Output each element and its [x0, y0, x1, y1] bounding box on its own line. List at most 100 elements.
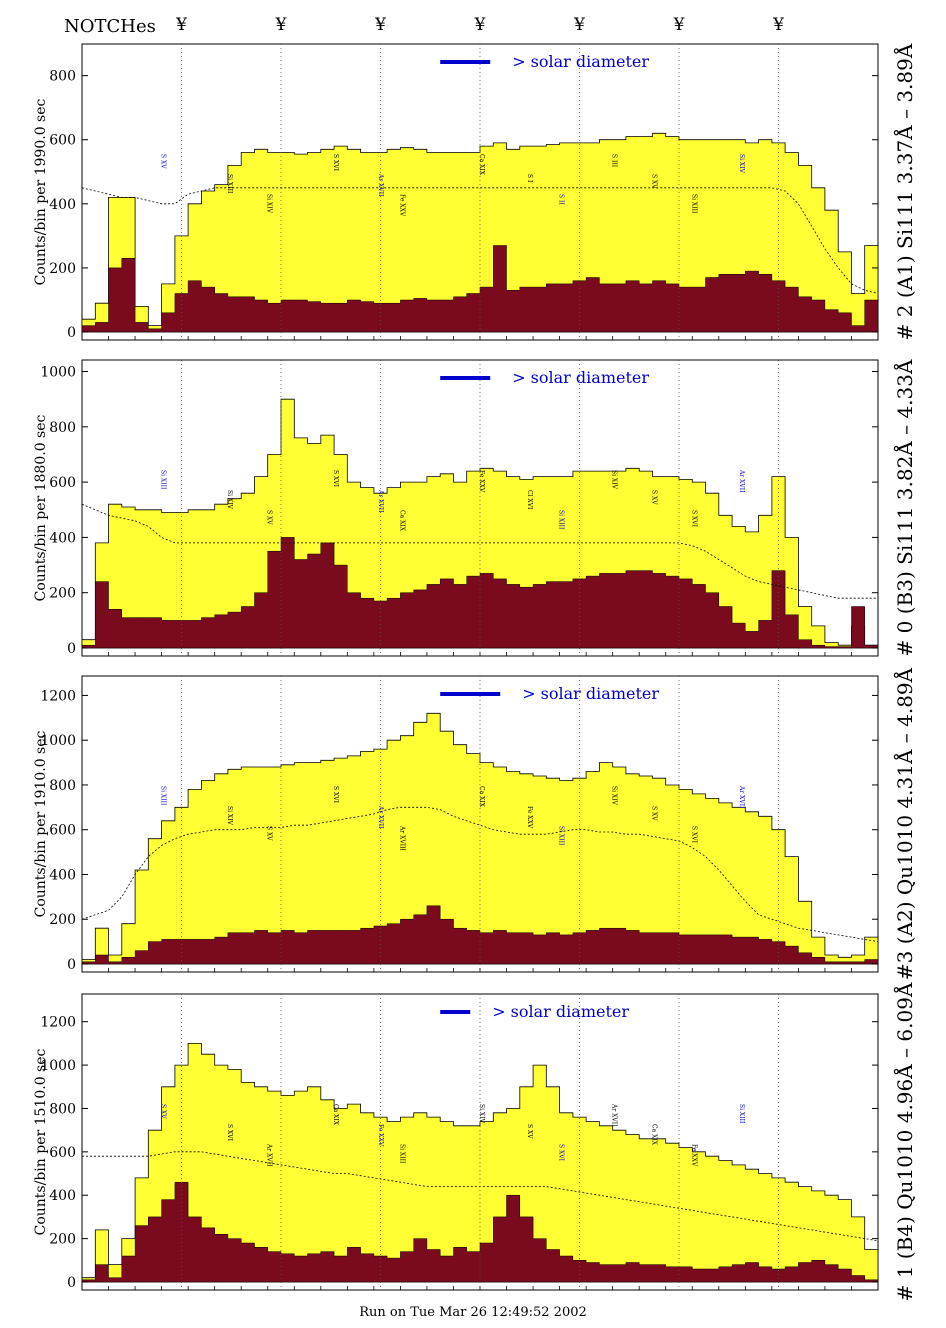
line-label: S XV — [266, 826, 273, 841]
line-label: S XVI — [558, 1144, 565, 1162]
notch-marker-3: ¥ — [474, 15, 486, 35]
line-label: S XV — [650, 806, 657, 821]
line-label: Si XIII — [558, 510, 565, 530]
line-label: S XVI — [332, 786, 339, 804]
line-label: Si XIII — [558, 826, 565, 846]
y-tick-label: 800 — [49, 69, 76, 85]
line-label: Ca XIX — [650, 1124, 657, 1146]
line-label: S XVI — [226, 1124, 233, 1142]
line-label: S I — [526, 174, 533, 183]
solar-diameter-label: > solar diameter — [492, 1002, 629, 1021]
y-tick-label: 1000 — [40, 1058, 76, 1074]
line-label: Si XIII — [160, 470, 167, 490]
panel-title: # 2 (A1) Si111 3.37Å – 3.89Å — [892, 43, 917, 340]
line-label: Si XIV — [266, 194, 273, 214]
line-label: S XV — [266, 510, 273, 525]
solar-diameter-label: > solar diameter — [512, 368, 649, 387]
line-label: Fe XXV — [377, 1124, 384, 1147]
line-label: Si XIV — [478, 1104, 485, 1124]
line-label: Si XIII — [398, 1144, 405, 1164]
line-label: Cl XVI — [526, 490, 533, 510]
solar-diameter-label: > solar diameter — [512, 52, 649, 71]
y-tick-label: 0 — [67, 641, 76, 657]
panel-b4: 0 200 400 600 800 1000 1200 Counts/bin per 1510… — [33, 982, 917, 1300]
line-label: S XVI — [332, 470, 339, 488]
panel-title: # 0 (B3) Si111 3.82Å – 4.33Å — [892, 359, 917, 656]
line-label: Ar XVIII — [398, 825, 405, 851]
line-label: Ca XIX — [398, 510, 405, 532]
y-tick-label: 600 — [49, 1145, 76, 1161]
line-label: S XVI — [690, 510, 697, 528]
y-axis-label: Counts/bin per 1990.0 sec — [33, 98, 49, 285]
y-tick-label: 400 — [49, 197, 76, 213]
solar-diameter-label: > solar diameter — [522, 684, 659, 703]
line-label: Si XIV — [611, 470, 618, 490]
notch-marker-2: ¥ — [375, 15, 386, 35]
line-label: Si XIII — [226, 174, 233, 194]
line-label: S XV — [650, 490, 657, 505]
panel-b3: 0 200 400 600 800 1000 Counts/bin per 1880.0 s… — [33, 359, 917, 657]
y-axis-label: Counts/bin per 1910.0 sec — [33, 730, 49, 917]
line-label: Fe XXV — [690, 1144, 697, 1167]
line-label: Si XIII — [690, 194, 697, 214]
notch-marker-6: ¥ — [773, 15, 784, 35]
y-tick-label: 200 — [49, 261, 76, 277]
line-label: Ar XVII — [611, 1103, 618, 1127]
model-curve — [81, 806, 879, 942]
y-tick-label: 600 — [49, 133, 76, 149]
y-tick-label: 200 — [49, 586, 76, 602]
y-tick-label: 800 — [49, 420, 76, 436]
y-tick-label: 800 — [49, 1101, 76, 1117]
y-tick-label: 0 — [67, 325, 76, 341]
total-counts-area — [81, 712, 879, 965]
notch-marker-1: ¥ — [275, 15, 287, 35]
y-tick-label: 0 — [67, 1275, 76, 1291]
panel-title: # 1 (B4) Qu1010 4.96Å – 6.09Å — [892, 982, 917, 1300]
model-curve — [81, 503, 878, 599]
line-label: S II — [558, 194, 565, 205]
y-tick-label: 200 — [49, 1232, 76, 1248]
line-label: Ar XVII — [377, 805, 384, 829]
line-label: Si XIV — [226, 806, 233, 826]
y-tick-label: 400 — [49, 1188, 76, 1204]
y-tick-label: 600 — [49, 823, 76, 839]
line-label: Si XIV — [738, 154, 745, 174]
line-label: Ar XVII — [266, 1143, 273, 1167]
line-label: S XV — [160, 1104, 167, 1119]
line-label: Fe XXV — [398, 194, 405, 217]
dark-counts-area — [81, 1181, 879, 1283]
panel-a2: 0 200 400 600 800 1000 1200 Counts/bin per 1910… — [33, 667, 917, 980]
line-label: S XV — [160, 154, 167, 169]
y-axis-label: Counts/bin per 1510.0 sec — [33, 1048, 49, 1235]
line-label: S XVI — [690, 826, 697, 844]
panel-title: #3 (A2) Qu1010 4.31Å – 4.89Å — [892, 667, 917, 980]
line-label: Ar XVII — [377, 489, 384, 513]
y-tick-label: 600 — [49, 475, 76, 491]
y-tick-label: 1000 — [40, 365, 76, 381]
y-tick-label: 0 — [67, 957, 76, 973]
notch-marker-4: ¥ — [574, 15, 585, 35]
line-label: Fe XXV — [526, 806, 533, 829]
line-label: Ca XIX — [478, 786, 485, 808]
run-timestamp: Run on Tue Mar 26 12:49:52 2002 — [359, 1305, 587, 1320]
notches-title: NOTCHes — [64, 16, 156, 37]
y-tick-label: 200 — [49, 912, 76, 928]
y-tick-label: 400 — [49, 530, 76, 546]
model-curve — [81, 187, 879, 294]
line-label: Ca XIX — [332, 1104, 339, 1126]
y-tick-label: 1000 — [40, 733, 76, 749]
line-label: Ar XVII — [377, 173, 384, 197]
notch-marker-0: ¥ — [176, 15, 187, 35]
line-label: Si XIV — [226, 490, 233, 510]
y-axis-label: Counts/bin per 1880.0 sec — [33, 414, 49, 601]
line-label: Si XIII — [738, 1104, 745, 1124]
line-label: S XV — [526, 1124, 533, 1139]
line-label: Fe XXV — [478, 470, 485, 493]
line-label: Ar XVII — [738, 785, 745, 809]
dark-counts-area — [81, 905, 879, 965]
line-label: Ar XVII — [738, 469, 745, 493]
line-label: S III — [611, 154, 618, 168]
